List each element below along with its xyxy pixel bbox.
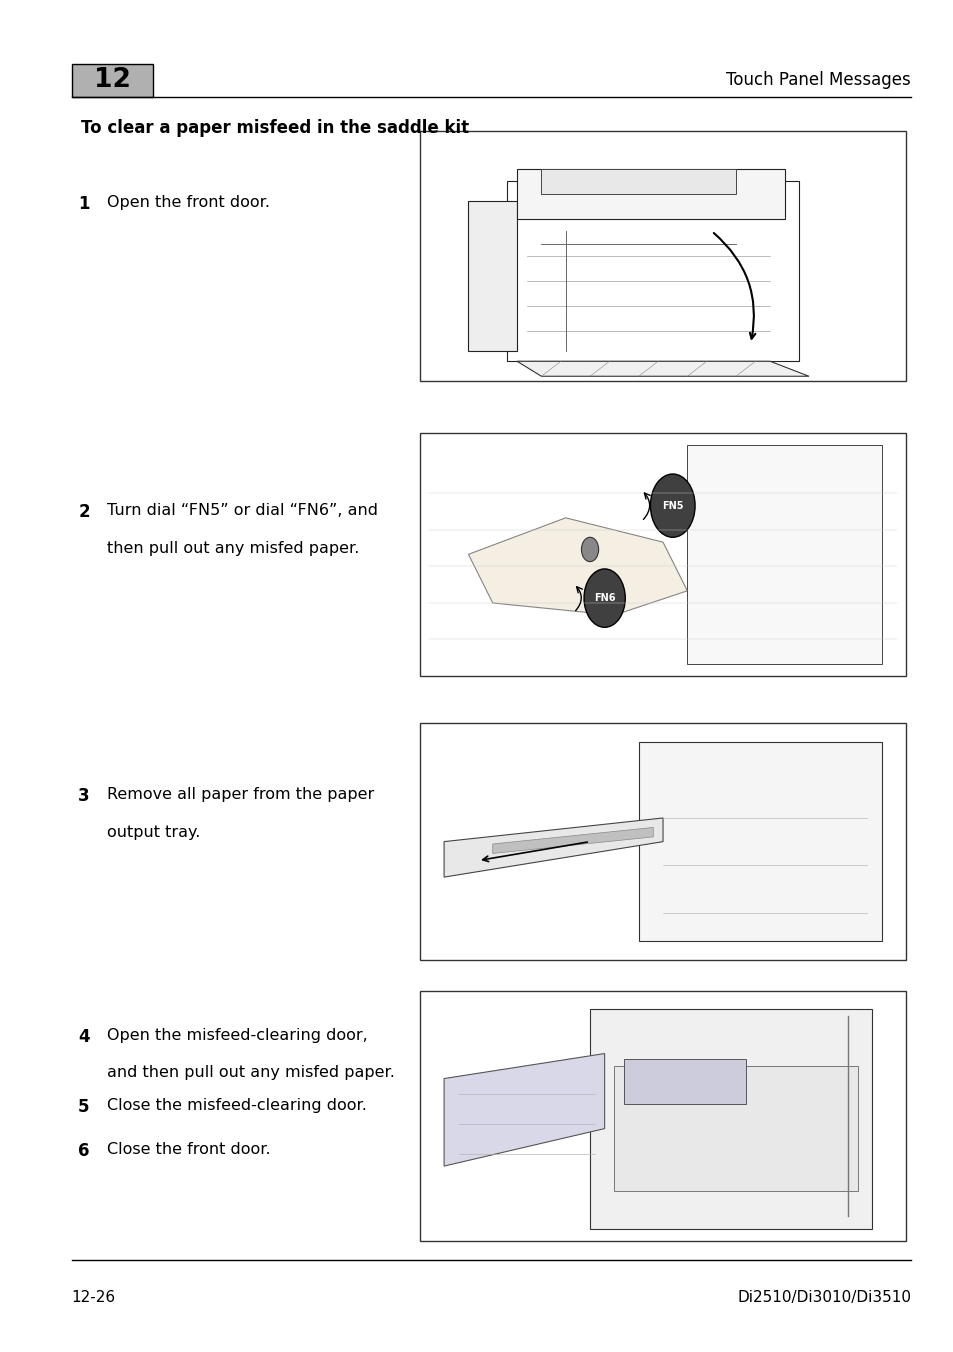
- Bar: [419, 131, 905, 381]
- Text: 1: 1: [78, 195, 90, 212]
- Polygon shape: [444, 1053, 604, 1165]
- Bar: [589, 1009, 871, 1229]
- Text: FN6: FN6: [594, 594, 615, 603]
- Bar: [419, 991, 905, 1241]
- Bar: [419, 723, 905, 960]
- Bar: [71, 64, 152, 97]
- Polygon shape: [517, 361, 808, 376]
- Text: 12: 12: [93, 68, 131, 93]
- Bar: [686, 445, 881, 664]
- Bar: [623, 1059, 745, 1103]
- Polygon shape: [444, 818, 662, 877]
- Text: Close the front door.: Close the front door.: [107, 1142, 271, 1157]
- Text: 4: 4: [78, 1028, 90, 1045]
- Text: and then pull out any misfed paper.: and then pull out any misfed paper.: [107, 1065, 395, 1080]
- Text: Turn dial “FN5” or dial “FN6”, and: Turn dial “FN5” or dial “FN6”, and: [107, 503, 377, 518]
- Text: 3: 3: [78, 787, 90, 804]
- Bar: [468, 201, 517, 352]
- Text: 12-26: 12-26: [71, 1290, 115, 1306]
- Text: Open the front door.: Open the front door.: [107, 195, 270, 210]
- Text: To clear a paper misfeed in the saddle kit: To clear a paper misfeed in the saddle k…: [81, 119, 469, 138]
- Text: Remove all paper from the paper: Remove all paper from the paper: [107, 787, 374, 802]
- Text: Open the misfeed-clearing door,: Open the misfeed-clearing door,: [107, 1028, 367, 1042]
- Text: FN5: FN5: [661, 500, 682, 511]
- Text: 2: 2: [78, 503, 90, 521]
- Bar: [638, 742, 881, 941]
- Bar: [419, 433, 905, 676]
- Text: then pull out any misfed paper.: then pull out any misfed paper.: [107, 541, 359, 556]
- Polygon shape: [492, 827, 653, 853]
- Text: Close the misfeed-clearing door.: Close the misfeed-clearing door.: [107, 1098, 366, 1113]
- Circle shape: [581, 537, 598, 561]
- Text: 6: 6: [78, 1142, 90, 1160]
- Bar: [541, 169, 736, 193]
- Bar: [517, 169, 783, 219]
- Polygon shape: [468, 518, 686, 615]
- Text: output tray.: output tray.: [107, 825, 200, 840]
- Text: Touch Panel Messages: Touch Panel Messages: [725, 72, 910, 89]
- Text: 5: 5: [78, 1098, 90, 1115]
- Bar: [614, 1065, 857, 1191]
- Bar: [507, 181, 799, 361]
- Circle shape: [583, 569, 624, 627]
- Circle shape: [650, 475, 695, 537]
- Text: Di2510/Di3010/Di3510: Di2510/Di3010/Di3510: [737, 1290, 910, 1306]
